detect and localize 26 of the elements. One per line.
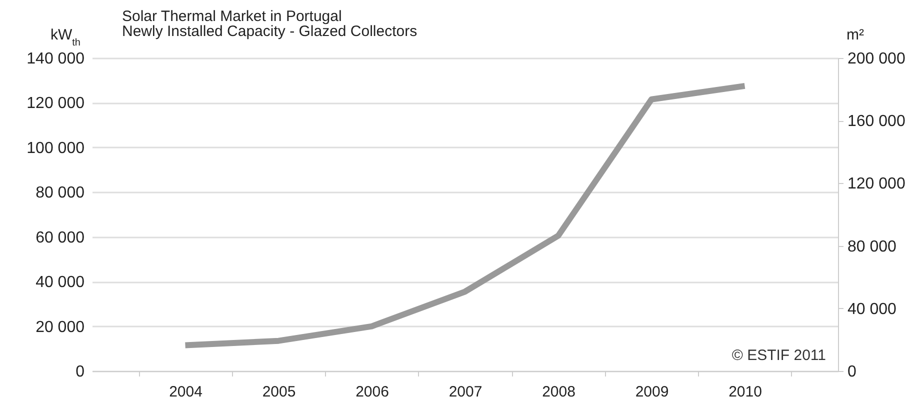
annotation: © ESTIF 2011 bbox=[732, 347, 826, 364]
y2-tick-label: 40 000 bbox=[848, 300, 897, 318]
x-tick-label: 2008 bbox=[542, 384, 576, 400]
chart-subtitle: Newly Installed Capacity - Glazed Collectors bbox=[122, 23, 418, 40]
y2-tick-label: 120 000 bbox=[848, 176, 906, 193]
y2-tick-label: 0 bbox=[848, 364, 856, 380]
x-tick-label: 2005 bbox=[262, 384, 296, 400]
x-tick-label: 2009 bbox=[635, 384, 669, 400]
x-tick-label: 2007 bbox=[448, 384, 482, 400]
y-axis-title: kW$_{th}$ bbox=[50, 26, 80, 48]
x-tick-label: 2010 bbox=[728, 384, 762, 400]
x-tick-label: 2004 bbox=[169, 384, 202, 400]
y-tick-label: 100 000 bbox=[26, 140, 85, 157]
y-tick-label: 140 000 bbox=[26, 50, 85, 68]
y-tick-label: 0 bbox=[76, 364, 85, 380]
y-tick-label: 40 000 bbox=[36, 274, 85, 292]
y2-tick-label: 160 000 bbox=[848, 113, 906, 130]
y-tick-label: 60 000 bbox=[36, 229, 85, 246]
y-tick-label: 120 000 bbox=[26, 95, 85, 112]
y2-tick-label: 200 000 bbox=[848, 50, 906, 68]
y-tick-label: 20 000 bbox=[36, 318, 85, 336]
y2-tick-label: 80 000 bbox=[848, 238, 897, 256]
x-tick-label: 2006 bbox=[356, 384, 389, 400]
y-tick-label: 80 000 bbox=[36, 184, 85, 202]
chart-title: Solar Thermal Market in Portugal bbox=[122, 8, 342, 25]
y2-axis-title: m² bbox=[846, 26, 864, 44]
